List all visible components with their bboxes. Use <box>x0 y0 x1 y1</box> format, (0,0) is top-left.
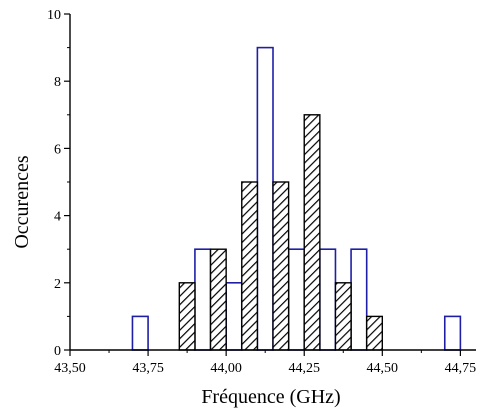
outline-bar <box>287 248 306 351</box>
outline-bar <box>443 315 462 351</box>
x-tick-label: 44,00 <box>210 361 242 376</box>
outline-bar <box>319 248 337 351</box>
x-tick-label: 44,25 <box>288 361 320 376</box>
hatched-series <box>178 114 384 351</box>
y-tick-label: 10 <box>47 8 61 23</box>
y-tick-label: 2 <box>54 277 61 292</box>
outline-bar <box>256 46 274 351</box>
y-tick-label: 8 <box>54 75 61 90</box>
outline-bar <box>131 315 149 351</box>
x-tick-label: 44,75 <box>445 361 477 376</box>
x-tick-label: 43,75 <box>132 361 164 376</box>
y-tick-label: 0 <box>54 344 61 359</box>
hatched-bar <box>365 315 384 351</box>
outline-bar <box>194 248 212 351</box>
hatched-bar <box>241 181 259 351</box>
x-tick-label: 44,50 <box>367 361 399 376</box>
outline-bar <box>350 248 368 351</box>
hatched-bar <box>272 181 290 351</box>
x-tick-label: 43,50 <box>54 361 86 376</box>
hatched-bar <box>334 282 352 351</box>
y-axis-title: Occurences <box>11 155 33 248</box>
ticks: 43,50 43,75 44,00 44,25 44,50 44,75 0 2 4 6 8 10 <box>47 8 476 376</box>
y-tick-label: 6 <box>54 142 61 157</box>
x-axis-title: Fréquence (GHz) <box>201 386 340 408</box>
hatched-bar <box>178 282 196 351</box>
outline-bar <box>225 281 243 351</box>
hatched-bar <box>209 248 227 351</box>
hatched-bar <box>303 114 321 351</box>
y-tick-label: 4 <box>54 210 61 225</box>
